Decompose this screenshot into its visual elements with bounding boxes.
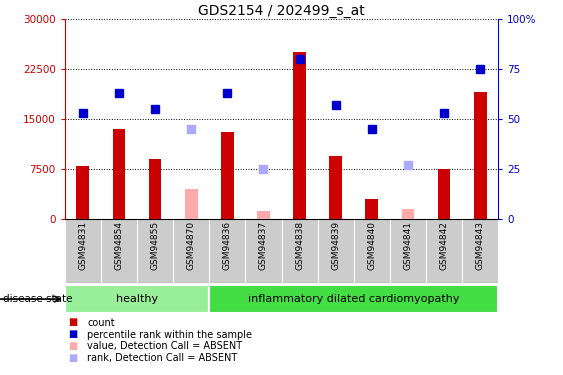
Text: GSM94837: GSM94837	[259, 221, 268, 270]
Bar	[293, 52, 306, 219]
Bar	[257, 211, 270, 219]
Text: disease state: disease state	[3, 294, 72, 304]
Bar	[65, 285, 209, 313]
Text: GSM94855: GSM94855	[150, 221, 159, 270]
Bar	[365, 200, 378, 219]
Text: ■: ■	[69, 342, 78, 351]
Text: GSM94870: GSM94870	[187, 221, 196, 270]
Text: GSM94836: GSM94836	[223, 221, 232, 270]
Bar	[329, 156, 342, 219]
Bar	[438, 169, 450, 219]
Bar	[401, 209, 414, 219]
Bar	[113, 129, 125, 219]
Bar	[77, 166, 89, 219]
Text: GSM94840: GSM94840	[367, 221, 376, 270]
Text: ■: ■	[69, 354, 78, 363]
Bar	[185, 189, 198, 219]
Text: GSM94842: GSM94842	[440, 221, 449, 270]
Text: inflammatory dilated cardiomyopathy: inflammatory dilated cardiomyopathy	[248, 294, 459, 304]
Text: GSM94841: GSM94841	[404, 221, 413, 270]
Text: percentile rank within the sample: percentile rank within the sample	[87, 330, 252, 339]
Text: ■: ■	[69, 330, 78, 339]
Text: rank, Detection Call = ABSENT: rank, Detection Call = ABSENT	[87, 354, 238, 363]
Text: GSM94843: GSM94843	[476, 221, 485, 270]
Title: GDS2154 / 202499_s_at: GDS2154 / 202499_s_at	[198, 4, 365, 18]
Text: ■: ■	[69, 318, 78, 327]
Text: count: count	[87, 318, 115, 327]
Bar	[221, 132, 234, 219]
Text: GSM94839: GSM94839	[331, 221, 340, 270]
Bar	[149, 159, 162, 219]
Bar	[209, 285, 498, 313]
Bar	[474, 92, 486, 219]
Text: GSM94838: GSM94838	[295, 221, 304, 270]
Text: GSM94854: GSM94854	[114, 221, 123, 270]
Text: GSM94831: GSM94831	[78, 221, 87, 270]
Text: value, Detection Call = ABSENT: value, Detection Call = ABSENT	[87, 342, 243, 351]
Text: healthy: healthy	[116, 294, 158, 304]
